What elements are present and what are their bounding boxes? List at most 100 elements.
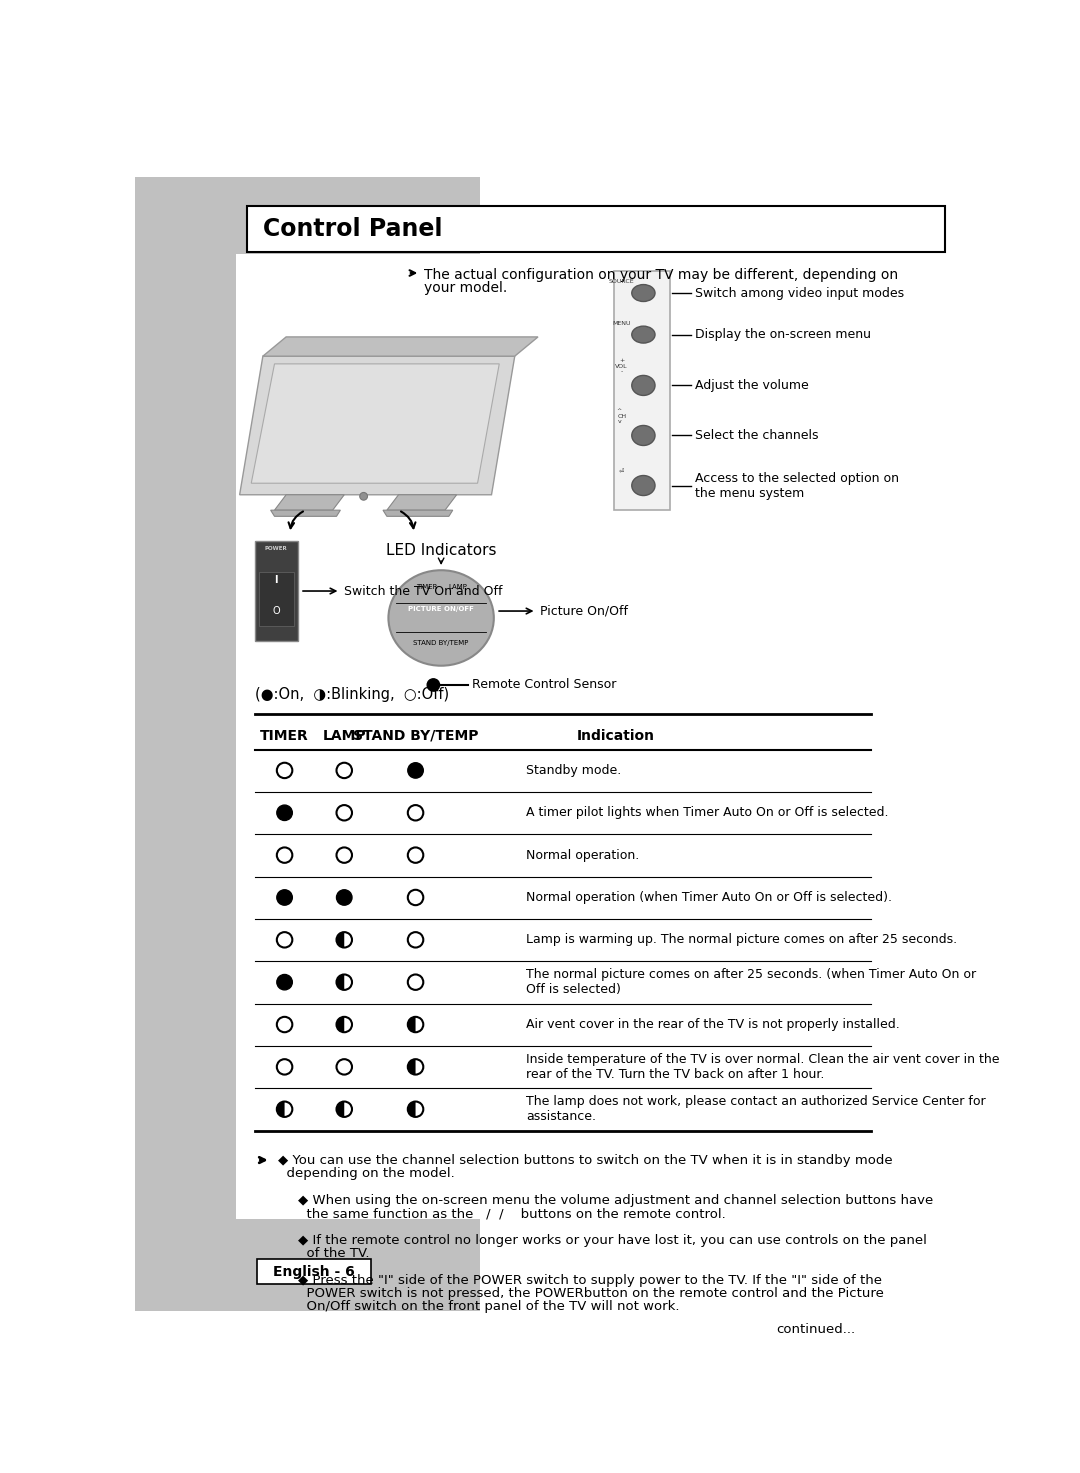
Circle shape [337,890,352,906]
Bar [255,541,298,641]
Text: Air vent cover in the rear of the TV is not properly installed.: Air vent cover in the rear of the TV is … [526,1018,900,1031]
Text: The actual configuration on your TV may be different, depending on: The actual configuration on your TV may … [424,268,899,281]
Circle shape [337,806,352,820]
Text: English - 6: English - 6 [273,1265,355,1279]
Text: A timer pilot lights when Timer Auto On or Off is selected.: A timer pilot lights when Timer Auto On … [526,806,889,819]
Circle shape [408,1102,423,1117]
Text: POWER switch is not pressed, the POWERbutton on the remote control and the Pictu: POWER switch is not pressed, the POWERbu… [298,1287,883,1301]
Ellipse shape [632,476,656,495]
Wedge shape [408,1016,416,1033]
Text: The normal picture comes on after 25 seconds. (when Timer Auto On or: The normal picture comes on after 25 sec… [526,968,976,981]
Text: Adjust the volume: Adjust the volume [696,379,809,392]
Wedge shape [337,1102,345,1117]
Text: Display the on-screen menu: Display the on-screen menu [696,328,872,342]
Text: TIMER: TIMER [417,585,437,591]
Text: STAND BY/TEMP: STAND BY/TEMP [353,729,478,742]
Text: ◆ If the remote control no longer works or your have lost it, you can use contro: ◆ If the remote control no longer works … [298,1234,927,1248]
Circle shape [337,1059,352,1075]
Text: ◆ Press the "I" side of the POWER switch to supply power to the TV. If the "I" s: ◆ Press the "I" side of the POWER switch… [298,1274,881,1287]
Text: TIMER: TIMER [260,729,309,742]
Text: the same function as the   /  /    buttons on the remote control.: the same function as the / / buttons on … [298,1206,726,1220]
Polygon shape [240,356,515,495]
Circle shape [337,847,352,863]
Polygon shape [274,495,345,510]
Circle shape [276,975,293,990]
Ellipse shape [389,570,494,666]
Text: MENU: MENU [612,321,631,326]
Circle shape [408,1059,423,1075]
Text: Off is selected): Off is selected) [526,984,621,996]
Polygon shape [262,337,538,356]
Wedge shape [337,932,345,947]
Text: continued...: continued... [777,1323,855,1336]
Text: Inside temperature of the TV is over normal. Clean the air vent cover in the: Inside temperature of the TV is over nor… [526,1053,1000,1065]
Text: assistance.: assistance. [526,1111,596,1124]
Polygon shape [271,510,340,517]
Wedge shape [337,1016,345,1033]
Polygon shape [383,510,453,517]
Circle shape [408,890,423,906]
Ellipse shape [632,426,656,445]
Text: Access to the selected option on
the menu system: Access to the selected option on the men… [696,471,900,499]
Text: ◆ When using the on-screen menu the volume adjustment and channel selection butt: ◆ When using the on-screen menu the volu… [298,1195,933,1206]
Bar [135,177,480,253]
Circle shape [337,975,352,990]
Circle shape [337,763,352,778]
Text: Lamp is warming up. The normal picture comes on after 25 seconds.: Lamp is warming up. The normal picture c… [526,934,958,946]
Text: Remote Control Sensor: Remote Control Sensor [472,679,617,691]
Text: ◆ You can use the channel selection buttons to switch on the TV when it is in st: ◆ You can use the channel selection butt… [279,1153,893,1167]
Bar [613,271,670,510]
Text: PICTURE ON/OFF: PICTURE ON/OFF [408,605,474,613]
Bar [235,253,948,1218]
Text: Normal operation.: Normal operation. [526,848,639,862]
Wedge shape [408,1059,416,1075]
Bar [135,1218,480,1311]
Text: On/Off switch on the front panel of the TV will not work.: On/Off switch on the front panel of the … [298,1301,679,1314]
Text: LAMP: LAMP [448,585,468,591]
Text: rear of the TV. Turn the TV back on after 1 hour.: rear of the TV. Turn the TV back on afte… [526,1068,825,1081]
Text: depending on the model.: depending on the model. [279,1167,455,1180]
Ellipse shape [632,284,656,302]
Text: ^  
CH
v: ^ CH v [617,408,626,424]
Ellipse shape [632,376,656,395]
Circle shape [276,890,293,906]
Text: Indication: Indication [577,729,654,742]
Text: LED Indicators: LED Indicators [386,544,497,558]
Text: Select the channels: Select the channels [696,429,819,442]
Text: of the TV.: of the TV. [298,1248,369,1259]
Text: Switch among video input modes: Switch among video input modes [696,287,904,299]
Bar [247,206,945,252]
Circle shape [428,679,440,691]
Circle shape [408,1016,423,1033]
Circle shape [408,932,423,947]
Text: SOURCE: SOURCE [609,278,635,284]
Circle shape [337,932,352,947]
Text: STAND BY/TEMP: STAND BY/TEMP [414,639,469,647]
Ellipse shape [632,326,656,343]
Text: Normal operation (when Timer Auto On or Off is selected).: Normal operation (when Timer Auto On or … [526,891,892,904]
Circle shape [408,763,423,778]
Circle shape [276,932,293,947]
Circle shape [276,847,293,863]
Text: Switch the TV On and Off: Switch the TV On and Off [345,585,503,598]
Text: Control Panel: Control Panel [262,217,443,242]
Text: LAMP: LAMP [323,729,366,742]
Circle shape [337,1016,352,1033]
Circle shape [276,1059,293,1075]
Text: I: I [274,576,278,585]
Polygon shape [252,364,499,483]
Circle shape [337,1102,352,1117]
Text: your model.: your model. [424,281,508,295]
Bar [135,253,235,1218]
Circle shape [276,763,293,778]
Wedge shape [276,1102,284,1117]
Polygon shape [387,495,457,510]
Text: +
VOL
-: + VOL - [616,358,627,374]
Text: The lamp does not work, please contact an authorized Service Center for: The lamp does not work, please contact a… [526,1094,986,1108]
Circle shape [276,806,293,820]
Circle shape [408,975,423,990]
Text: Picture On/Off: Picture On/Off [540,604,629,617]
Text: Standby mode.: Standby mode. [526,764,622,776]
Circle shape [276,1102,293,1117]
Bar [257,1259,372,1284]
